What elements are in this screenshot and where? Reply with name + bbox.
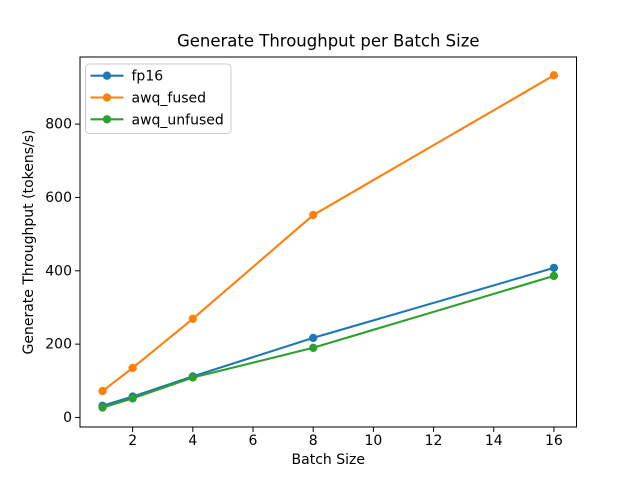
y-tick-label: 800 [45, 117, 72, 133]
y-tick-label: 600 [45, 190, 72, 206]
plot-area: 2 4 6 8 10 12 14 16 0 200 400 600 800 fp16 awq_fusedaw… [45, 56, 577, 449]
legend-label: fp16 [132, 69, 164, 85]
series-marker-awq_fused [549, 71, 559, 80]
legend-marker-icon [102, 115, 112, 124]
series-marker-awq_unfused [549, 271, 559, 281]
x-tick-label: 4 [188, 433, 197, 449]
x-tick-label: 2 [128, 433, 137, 449]
series-marker-awq_fused [98, 386, 107, 396]
series-marker-fp16 [309, 333, 318, 343]
x-tick-label: 14 [485, 433, 503, 449]
series-line-awq_unfused [102, 274, 555, 409]
x-tick-label: 10 [364, 433, 382, 449]
x-tick-label: 8 [309, 433, 318, 449]
series-marker-awq_fused [309, 210, 318, 220]
chart-title: Generate Throughput per Batch Size [177, 32, 480, 51]
series-marker-awq_unfused [98, 403, 107, 412]
x-tick-label: 6 [249, 433, 258, 449]
y-tick-label: 0 [63, 410, 72, 426]
y-tick-label: 400 [45, 263, 72, 279]
series-marker-awq_unfused [188, 373, 197, 382]
x-axis-label: Batch Size [292, 452, 365, 468]
legend-marker-icon [102, 93, 112, 102]
series-marker-awq_fused [128, 363, 137, 373]
series-marker-awq_unfused [128, 394, 137, 403]
series-marker-fp16 [549, 263, 559, 273]
legend-box [85, 63, 232, 134]
y-axis-label: Generate Throughput (tokens/s) [21, 130, 37, 355]
series-marker-awq_unfused [309, 343, 318, 352]
legend-label: awq_fused [132, 91, 207, 107]
x-tick-label: 12 [425, 433, 443, 449]
plot-border [79, 56, 577, 428]
legend-label: awq_unfused [132, 112, 224, 128]
legend-marker-icon [102, 71, 112, 80]
x-tick-label: 16 [545, 433, 563, 449]
y-tick-label: 200 [45, 337, 72, 353]
series-marker-awq_fused [188, 314, 197, 323]
